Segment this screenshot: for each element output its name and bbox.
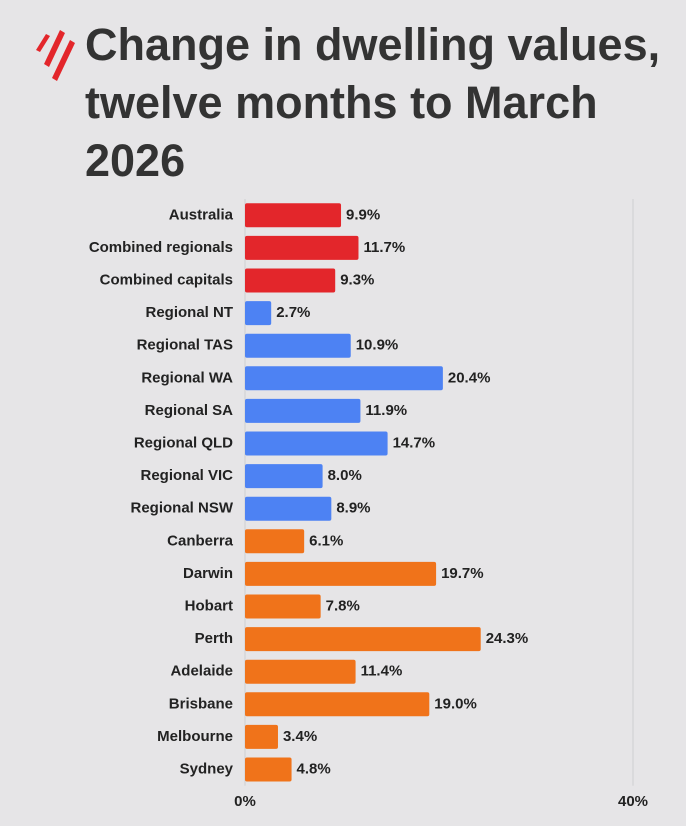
y-tick-label: Regional VIC (140, 467, 233, 484)
y-tick-label: Hobart (185, 597, 233, 614)
y-tick-label: Perth (195, 630, 233, 647)
value-label: 14.7% (393, 434, 436, 451)
value-label: 19.0% (434, 695, 477, 712)
bar (245, 594, 321, 619)
bar (245, 398, 361, 423)
bar (245, 366, 443, 391)
bar (245, 529, 305, 554)
value-label: 19.7% (441, 565, 484, 582)
bar (245, 561, 437, 586)
bar (245, 659, 356, 684)
y-tick-label: Regional QLD (134, 434, 233, 451)
value-label: 3.4% (283, 728, 317, 745)
bar (245, 627, 481, 652)
value-label: 11.9% (365, 402, 407, 419)
chart-title: Change in dwelling values, twelve months… (85, 19, 661, 186)
y-tick-label: Combined capitals (100, 271, 233, 288)
y-tick-label: Regional NT (145, 304, 233, 321)
value-label: 24.3% (486, 630, 529, 647)
bar (245, 692, 430, 717)
value-label: 11.7% (363, 239, 405, 256)
bar (245, 301, 272, 326)
x-tick-label: 0% (234, 793, 256, 810)
bar (245, 235, 359, 260)
y-tick-label: Melbourne (157, 728, 233, 745)
bar (245, 464, 323, 489)
y-tick-label: Brisbane (169, 695, 233, 712)
value-label: 7.8% (326, 597, 360, 614)
y-tick-label: Darwin (183, 565, 233, 582)
bar (245, 333, 351, 358)
logo (36, 30, 75, 81)
bar (245, 203, 342, 228)
y-tick-label: Canberra (167, 532, 234, 549)
y-tick-label: Adelaide (170, 663, 233, 680)
value-label: 10.9% (356, 337, 399, 354)
value-label: 20.4% (448, 369, 491, 386)
y-tick-label: Regional WA (141, 369, 233, 386)
y-tick-label: Sydney (180, 760, 234, 777)
value-label: 8.0% (328, 467, 362, 484)
y-tick-label: Regional SA (145, 402, 234, 419)
y-tick-label: Combined regionals (89, 239, 233, 256)
value-label: 4.8% (297, 760, 331, 777)
value-label: 9.3% (340, 271, 374, 288)
y-tick-label: Australia (169, 206, 234, 223)
bar (245, 431, 388, 456)
value-label: 11.4% (361, 663, 403, 680)
y-tick-label: Regional NSW (130, 500, 233, 517)
bar (245, 496, 332, 521)
bar (245, 757, 292, 782)
value-label: 9.9% (346, 206, 380, 223)
value-label: 2.7% (276, 304, 310, 321)
value-label: 6.1% (309, 532, 343, 549)
y-tick-label: Regional TAS (137, 337, 233, 354)
value-label: 8.9% (336, 500, 370, 517)
bar (245, 724, 278, 749)
x-tick-label: 40% (618, 793, 648, 810)
bar (245, 268, 336, 293)
